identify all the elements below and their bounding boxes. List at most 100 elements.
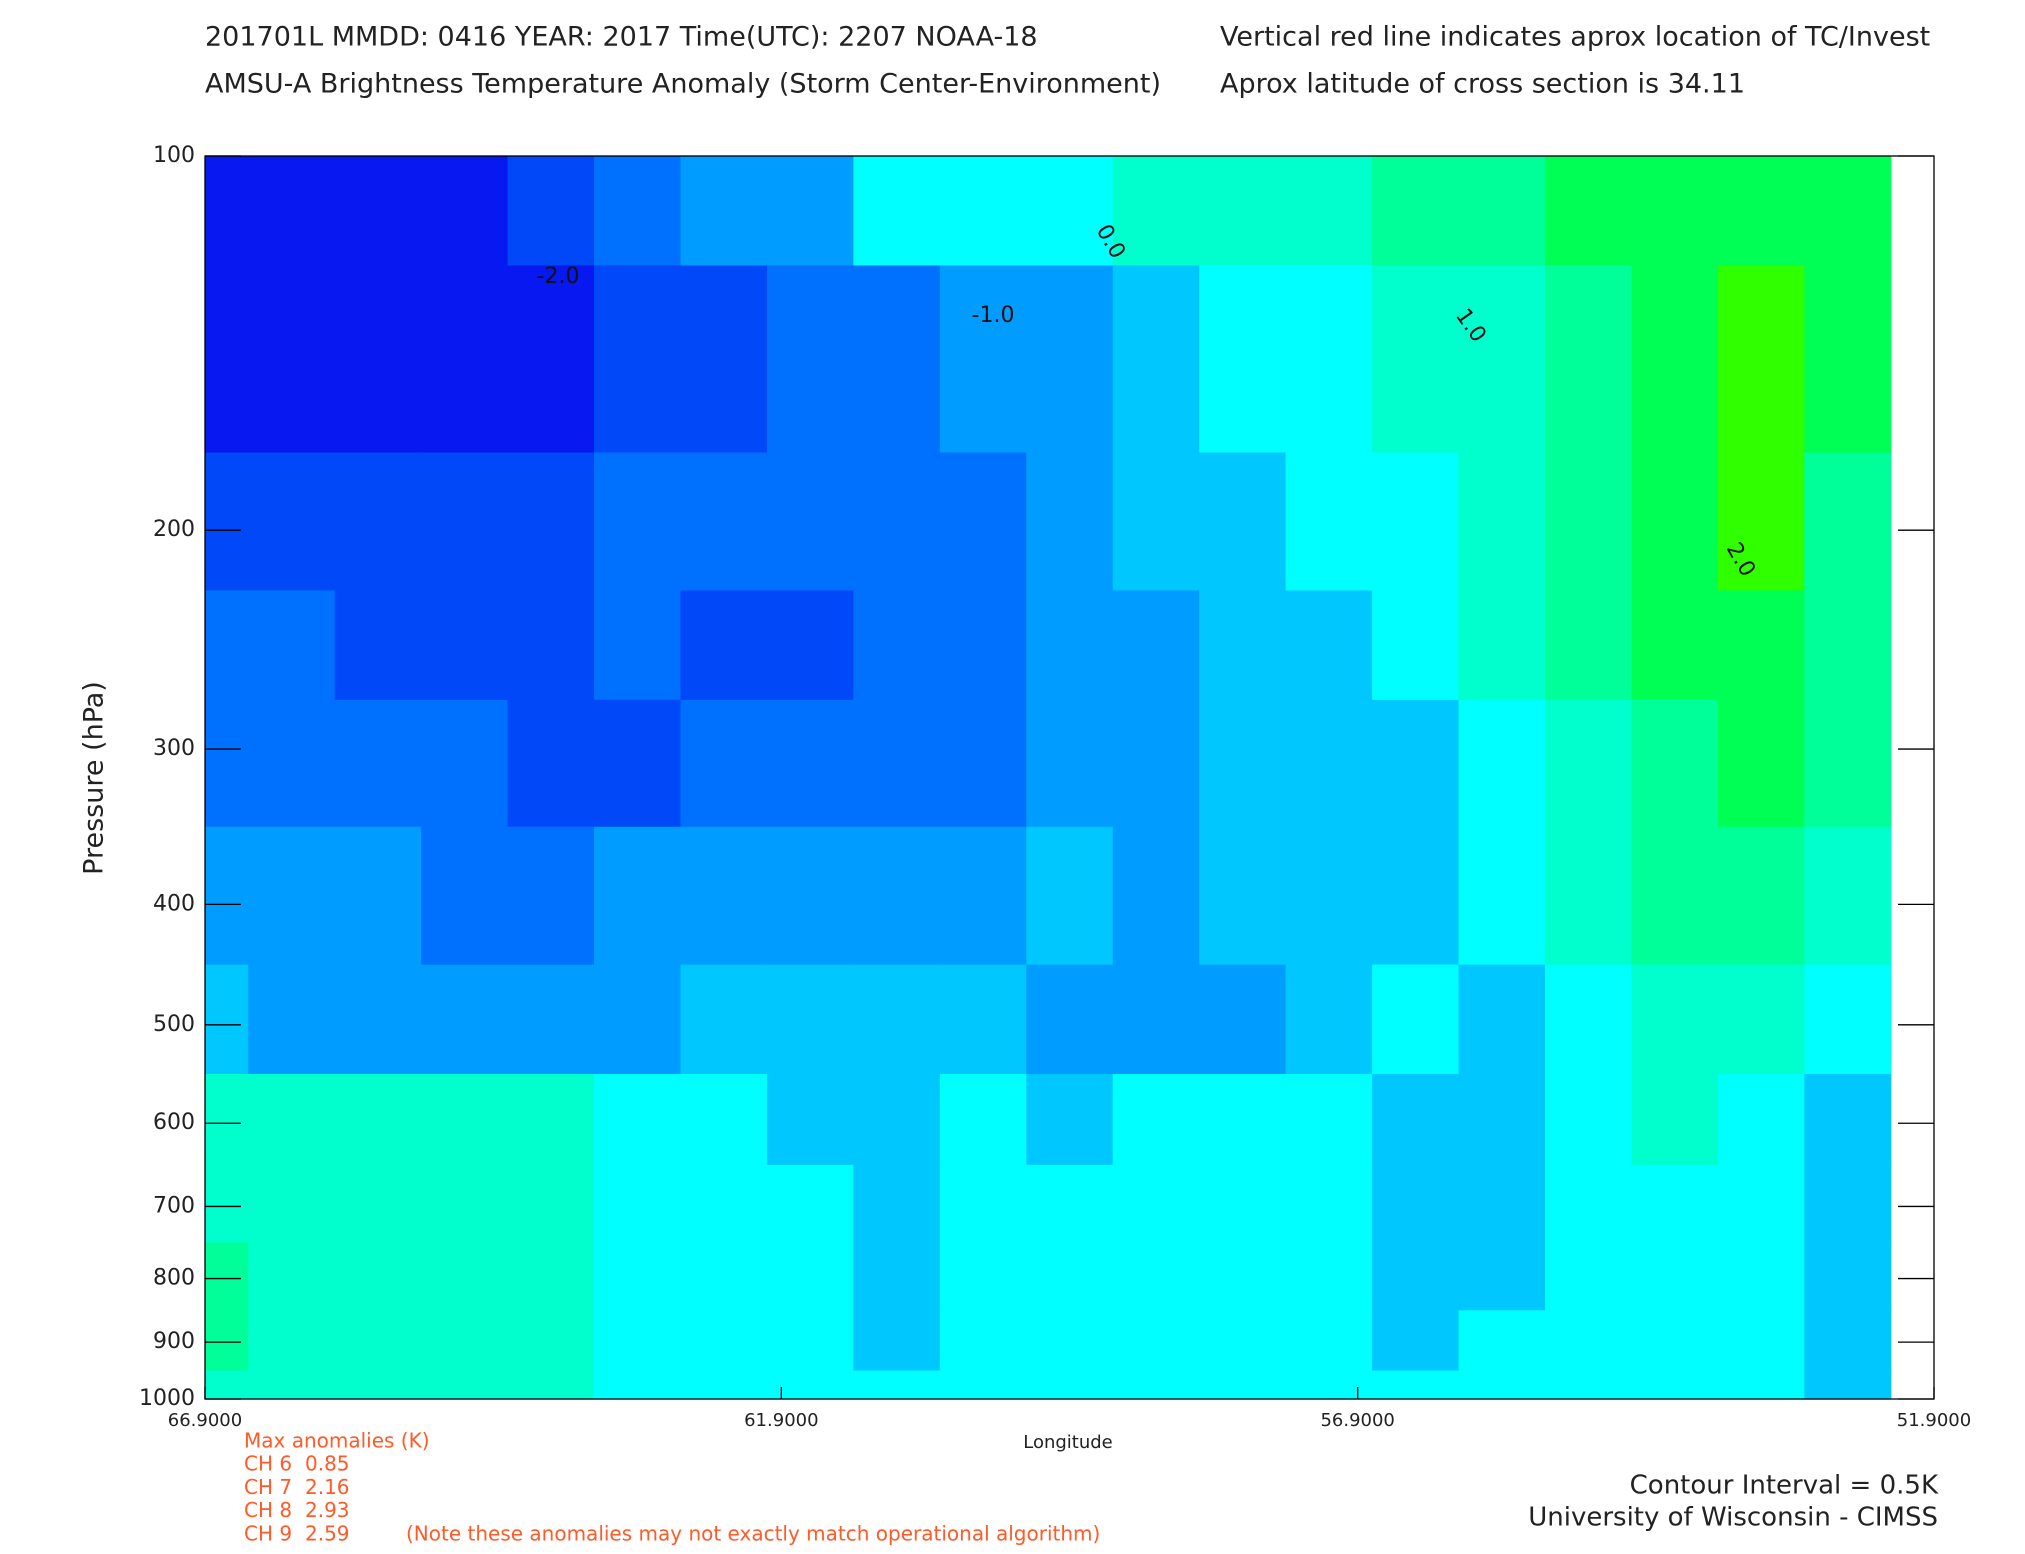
contour-cell [939,1074,1027,1166]
y-tick-label: 200 [153,517,195,542]
anomaly-value: 0.85 [305,1452,350,1476]
contour-cell [421,1370,509,1400]
contour-cell [853,1164,941,1244]
anomaly-value: 2.93 [305,1498,350,1522]
contour-cell [766,156,854,267]
contour-cell [421,156,509,267]
contour-cell [507,1242,595,1311]
contour-cell [248,1074,336,1166]
contour-interval: Contour Interval = 0.5K [1630,1471,1939,1501]
contour-cell [334,699,422,828]
contour-cell [1285,826,1373,966]
anomaly-channel: CH 7 [244,1475,292,1499]
contour-cell [1112,1370,1200,1400]
contour-cell [421,1074,509,1166]
contour-cell [1199,1074,1287,1166]
contour-cell [1544,1074,1633,1166]
contour-cell [1717,590,1805,701]
contour-cell [1544,590,1633,701]
contour-cell [1026,1310,1114,1372]
contour-cell [1804,1242,1892,1311]
contour-cell [421,1310,509,1372]
contour-cell [507,699,595,828]
contour-cell [1199,964,1287,1075]
contour-cell [1026,265,1114,454]
contour-cell [1631,1074,1719,1166]
contour-cell [334,1242,422,1311]
contour-cell [680,699,768,828]
contour-cell [421,964,509,1075]
contour-cell [205,964,249,1075]
contour-cell [1544,699,1633,828]
contour-cell [1285,452,1373,592]
contour-cell [1026,452,1114,592]
anomaly-value: 2.16 [305,1475,350,1499]
contour-cell [853,1074,941,1166]
contour-cell [1717,826,1805,966]
contour-cell [507,590,595,701]
contour-cell [1199,826,1287,966]
contour-cell [766,1074,854,1166]
contour-cell [421,1242,509,1311]
y-tick-label: 700 [153,1193,195,1218]
contour-cell [1544,265,1633,454]
contour-cell [1717,1074,1805,1166]
contour-cell [334,1370,422,1400]
contour-cell [1026,964,1114,1075]
contour-cell [939,265,1027,454]
contour-cell [939,156,1027,267]
contour-cell [1372,826,1460,966]
contour-cell [1631,156,1719,267]
contour-cell [1112,1164,1200,1244]
contour-cell [1631,699,1719,828]
contour-cell [1372,452,1460,592]
note: Vertical red line indicates aprox locati… [1220,22,1930,53]
contour-cell [507,1164,595,1244]
contour-cell [1372,699,1460,828]
contour-cell [1026,826,1114,966]
contour-cell [1285,1164,1373,1244]
contour-cell [1112,964,1200,1075]
contour-cell [248,452,336,592]
y-tick-label: 100 [153,143,195,168]
contour-cell [939,826,1027,966]
anomaly-channel: CH 6 [244,1452,292,1476]
contour-cell [1544,1242,1633,1311]
contour-cell [853,452,941,592]
x-tick-label: 51.9000 [1897,1410,1971,1431]
contour-cell [766,265,854,454]
contour-cell [939,1242,1027,1311]
contour-cell [1804,590,1892,701]
contour-cell [1199,1164,1287,1244]
contour-cell [1458,1242,1546,1311]
contour-cell [766,826,854,966]
contour-cell [680,1370,768,1400]
contour-cell [680,590,768,701]
contour-cell [939,699,1027,828]
contour-cell [1112,826,1200,966]
contour-label: -2.0 [537,264,580,289]
contour-cell [507,1074,595,1166]
anomaly-channel: CH 9 [244,1521,292,1545]
x-tick-label: 56.9000 [1320,1410,1394,1431]
contour-cell [248,826,336,966]
contour-cell [766,964,854,1075]
y-axis-label: Pressure (hPa) [79,681,110,875]
contour-cell [1458,156,1546,267]
contour-cell [1631,452,1719,592]
anomalies-note: (Note these anomalies may not exactly ma… [406,1522,1100,1546]
contour-cell [1717,964,1805,1075]
contour-cell [1804,964,1892,1075]
y-tick-label: 1000 [139,1386,195,1411]
contour-cell [853,1370,941,1400]
contour-cell [334,1074,422,1166]
contour-cell [205,699,249,828]
contour-cell [1285,699,1373,828]
contour-cell [1372,156,1460,267]
contour-cell [1717,1310,1805,1372]
contour-cell [939,590,1027,701]
chart-title: 201701L MMDD: 0416 YEAR: 2017 Time(UTC):… [205,22,1038,53]
contour-cell [205,1074,249,1166]
